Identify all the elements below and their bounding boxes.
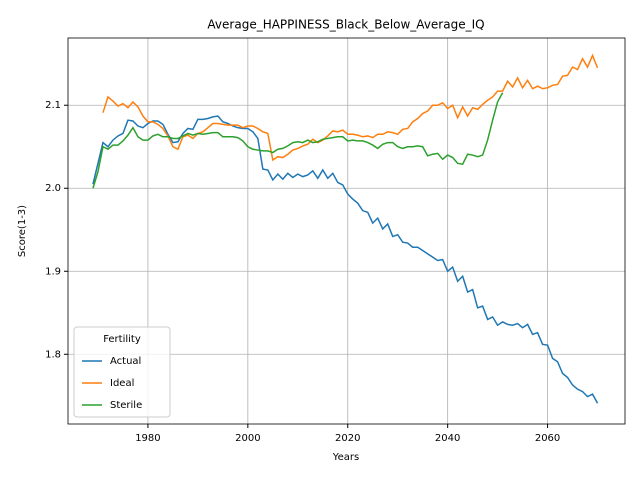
x-tick-label: 2060 (535, 433, 560, 444)
legend-box (73, 326, 171, 418)
legend-title: Fertility (103, 334, 141, 345)
legend-label: Sterile (110, 400, 142, 411)
legend-label: Ideal (110, 378, 134, 389)
y-axis-label: Score(1-3) (17, 205, 28, 257)
legend-label: Actual (110, 356, 141, 367)
line-series (102, 53, 599, 162)
line-series (92, 115, 599, 404)
plot-frame (67, 37, 626, 425)
y-tick-label: 2.1 (45, 100, 61, 111)
x-tick-label: 2000 (235, 433, 260, 444)
line-series (92, 92, 504, 189)
y-tick-label: 2.0 (45, 183, 61, 194)
x-tick-label: 2020 (335, 433, 360, 444)
x-tick-label: 1980 (135, 433, 160, 444)
x-tick-label: 2040 (435, 433, 460, 444)
chart-title: Average_HAPPINESS_Black_Below_Average_IQ (207, 18, 484, 32)
x-axis-label: Years (332, 452, 359, 463)
y-tick-label: 1.8 (45, 349, 61, 360)
y-tick-label: 1.9 (45, 266, 61, 277)
